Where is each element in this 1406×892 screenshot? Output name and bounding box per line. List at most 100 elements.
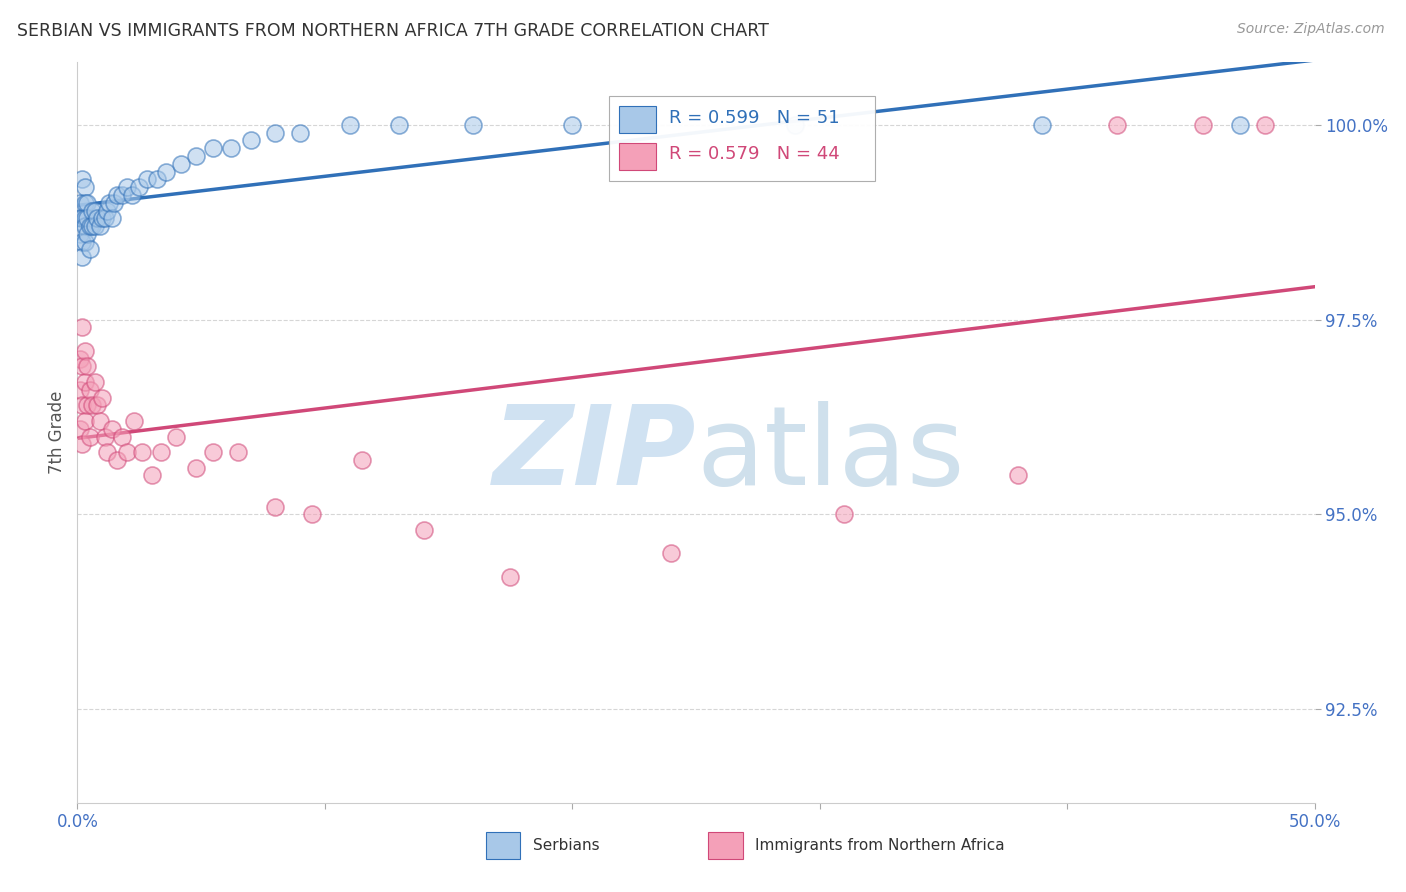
Point (76, 227, 98, 241)
Point (170, 157, 193, 171)
Point (499, 570, 522, 584)
Y-axis label: 7th Grade: 7th Grade (48, 391, 66, 475)
Point (111, 188, 134, 202)
Point (72, 172, 94, 186)
Point (72, 320, 94, 334)
Text: atlas: atlas (696, 401, 965, 508)
Point (131, 445, 153, 459)
Point (79, 383, 101, 397)
FancyBboxPatch shape (619, 106, 657, 133)
Point (184, 460, 207, 475)
Point (93, 211, 115, 226)
Point (561, 118, 583, 132)
Point (83, 375, 105, 389)
Point (1229, 118, 1251, 132)
Point (73, 219, 96, 233)
Point (96, 203, 118, 218)
Point (69, 195, 91, 210)
FancyBboxPatch shape (619, 143, 657, 169)
Point (73, 375, 96, 389)
Point (73, 195, 96, 210)
Point (165, 429, 187, 443)
Point (76, 195, 98, 210)
Point (264, 500, 287, 514)
Text: SERBIAN VS IMMIGRANTS FROM NORTHERN AFRICA 7TH GRADE CORRELATION CHART: SERBIAN VS IMMIGRANTS FROM NORTHERN AFRI… (17, 22, 769, 40)
Point (101, 422, 124, 436)
Point (1105, 118, 1128, 132)
Point (69, 227, 91, 241)
Point (339, 118, 361, 132)
Text: Source: ZipAtlas.com: Source: ZipAtlas.com (1237, 22, 1385, 37)
Point (69, 383, 91, 397)
Point (73, 414, 96, 428)
FancyBboxPatch shape (609, 95, 876, 181)
Point (69, 422, 91, 436)
Point (1192, 118, 1215, 132)
Text: R = 0.579   N = 44: R = 0.579 N = 44 (669, 145, 839, 162)
Point (105, 453, 128, 467)
Point (89, 219, 111, 233)
Text: R = 0.599   N = 51: R = 0.599 N = 51 (669, 109, 839, 127)
Point (79, 429, 101, 443)
FancyBboxPatch shape (485, 832, 520, 859)
Point (122, 414, 145, 428)
Point (72, 235, 94, 249)
Point (1031, 118, 1053, 132)
Point (184, 149, 207, 163)
Point (72, 398, 94, 412)
Point (105, 188, 128, 202)
Text: Serbians: Serbians (533, 838, 599, 854)
Point (202, 445, 225, 459)
Point (412, 523, 434, 537)
Point (128, 180, 150, 194)
FancyBboxPatch shape (709, 832, 742, 859)
Point (115, 180, 138, 194)
Point (103, 195, 125, 210)
Point (135, 172, 157, 186)
Point (219, 141, 242, 155)
Point (83, 219, 105, 233)
Point (72, 359, 94, 374)
Text: Immigrants from Northern Africa: Immigrants from Northern Africa (755, 838, 1005, 854)
Point (82, 398, 104, 412)
Point (76, 359, 98, 374)
Point (91, 391, 114, 405)
Point (101, 211, 124, 226)
Point (69, 211, 91, 226)
Point (1254, 118, 1277, 132)
Point (93, 429, 115, 443)
Point (83, 203, 105, 218)
Point (73, 343, 96, 358)
Point (69, 351, 91, 366)
Point (301, 508, 323, 522)
Point (76, 398, 98, 412)
Point (89, 414, 111, 428)
Point (82, 219, 104, 233)
Point (111, 429, 134, 443)
Point (264, 126, 287, 140)
Point (98, 195, 121, 210)
Point (1007, 468, 1029, 483)
Point (79, 243, 101, 257)
Point (82, 203, 104, 218)
Point (86, 211, 108, 226)
Point (86, 398, 108, 412)
Point (288, 126, 311, 140)
Point (73, 211, 96, 226)
Point (115, 445, 138, 459)
Point (91, 211, 114, 226)
Point (463, 118, 485, 132)
Point (659, 546, 682, 560)
Point (72, 211, 94, 226)
Text: ZIP: ZIP (492, 401, 696, 508)
Point (96, 445, 118, 459)
Point (155, 164, 177, 178)
Point (388, 118, 411, 132)
Point (73, 180, 96, 194)
Point (79, 219, 101, 233)
Point (145, 172, 167, 186)
Point (72, 250, 94, 264)
Point (76, 211, 98, 226)
Point (141, 468, 163, 483)
Point (834, 508, 856, 522)
